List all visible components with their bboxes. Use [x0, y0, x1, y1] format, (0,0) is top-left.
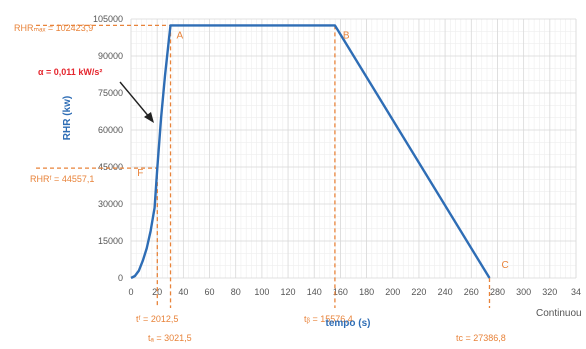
- point-label-c: C: [501, 260, 508, 271]
- x-tick-label: 220: [411, 287, 426, 297]
- x-axis-label: tempo (s): [326, 318, 371, 329]
- y-tick-labels: 0 15000 30000 45000 60000 75000 90000 105000: [93, 14, 123, 283]
- x-tick-label: 34: [571, 287, 581, 297]
- x-tick-label: 200: [385, 287, 400, 297]
- point-label-a: A: [177, 30, 184, 41]
- series-layer: [130, 24, 491, 280]
- rhr-series-line: [130, 24, 491, 280]
- ta-annotation: tₐ = 3021,5: [148, 333, 192, 343]
- y-tick-label: 30000: [98, 199, 123, 209]
- x-tick-label: 240: [438, 287, 453, 297]
- y-tick-label: 60000: [98, 125, 123, 135]
- tc-annotation: tᴄ = 27386,8: [456, 333, 506, 343]
- x-tick-label: 160: [333, 287, 348, 297]
- x-tick-label: 260: [464, 287, 479, 297]
- alpha-annotation: α = 0,011 kW/s²: [38, 67, 102, 77]
- x-tick-label: 180: [359, 287, 374, 297]
- x-tick-label: 300: [516, 287, 531, 297]
- y-tick-label: 90000: [98, 51, 123, 61]
- point-label-b: B: [343, 30, 350, 41]
- y-tick-label: 0: [118, 273, 123, 283]
- y-axis-label: RHR (kw): [62, 96, 73, 140]
- x-tick-label: 80: [231, 287, 241, 297]
- point-label-f: F: [137, 168, 143, 179]
- x-tick-labels: 0 20 40 60 80 100 120 140 160 180 200 220 240 260 280 3…: [128, 287, 581, 297]
- x-tick-label: 20: [152, 287, 162, 297]
- x-tick-label: 0: [128, 287, 133, 297]
- x-tick-label: 40: [178, 287, 188, 297]
- y-tick-label: 45000: [98, 162, 123, 172]
- y-tick-label: 75000: [98, 88, 123, 98]
- tb-annotation: tᵦ = 15576,4: [304, 314, 353, 324]
- tf-annotation: tᶠ = 2012,5: [136, 314, 178, 324]
- alpha-arrow: [119, 81, 154, 123]
- x-tick-label: 140: [307, 287, 322, 297]
- x-tick-label: 120: [281, 287, 296, 297]
- continuous-legend-label: Continuou: [536, 308, 582, 319]
- x-tick-label: 60: [205, 287, 215, 297]
- guide-lines: [36, 24, 491, 308]
- x-tick-label: 100: [254, 287, 269, 297]
- y-tick-label: 15000: [98, 236, 123, 246]
- x-tick-label: 280: [490, 287, 505, 297]
- rhr-max-annotation: RHRₘₐₓ = 102423,9: [14, 23, 93, 33]
- rhr-f-annotation: RHRᶠ = 44557,1: [30, 174, 94, 184]
- y-tick-label: 105000: [93, 14, 123, 24]
- x-tick-label: 320: [542, 287, 557, 297]
- point-labels: A B C F: [137, 30, 508, 271]
